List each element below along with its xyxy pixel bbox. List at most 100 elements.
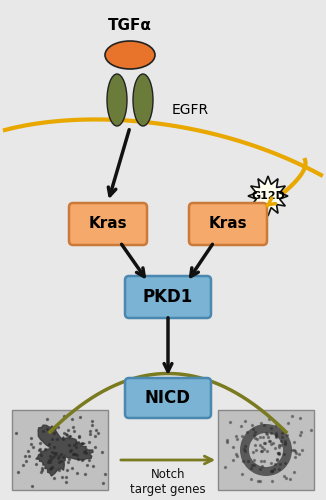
- Point: [29, 482, 35, 490]
- Point: [21, 461, 26, 469]
- FancyBboxPatch shape: [69, 203, 147, 245]
- Point: [273, 444, 278, 452]
- Point: [275, 449, 281, 457]
- Point: [282, 458, 288, 466]
- Point: [88, 427, 93, 435]
- Point: [253, 446, 258, 454]
- Point: [79, 456, 84, 464]
- Point: [37, 445, 42, 453]
- Point: [60, 473, 65, 481]
- Point: [22, 452, 27, 460]
- Point: [28, 440, 33, 448]
- Point: [291, 438, 296, 446]
- Polygon shape: [36, 425, 93, 476]
- Point: [266, 436, 272, 444]
- Point: [256, 476, 261, 484]
- Point: [288, 476, 293, 484]
- Polygon shape: [248, 176, 288, 216]
- Point: [65, 466, 70, 473]
- Point: [40, 464, 45, 471]
- Point: [31, 442, 36, 450]
- Point: [72, 450, 77, 458]
- Point: [239, 422, 244, 430]
- Point: [252, 441, 258, 449]
- Point: [56, 424, 61, 432]
- Text: PKD1: PKD1: [143, 288, 193, 306]
- Point: [267, 436, 273, 444]
- FancyBboxPatch shape: [125, 276, 211, 318]
- Point: [276, 449, 281, 457]
- Point: [71, 441, 77, 449]
- Point: [259, 458, 264, 466]
- Point: [282, 450, 287, 458]
- Point: [95, 429, 100, 437]
- Point: [297, 431, 302, 439]
- Point: [261, 421, 267, 429]
- Point: [66, 458, 71, 466]
- Point: [67, 441, 72, 449]
- Point: [70, 416, 75, 424]
- Point: [73, 438, 79, 446]
- Point: [92, 442, 97, 450]
- Point: [82, 470, 87, 478]
- Point: [52, 424, 57, 432]
- Point: [262, 440, 268, 448]
- Point: [276, 443, 281, 451]
- Point: [224, 436, 230, 444]
- Point: [297, 414, 302, 422]
- Point: [249, 420, 255, 428]
- Point: [252, 428, 258, 436]
- Point: [38, 451, 43, 459]
- Point: [268, 430, 273, 438]
- Point: [52, 474, 57, 482]
- Point: [259, 448, 264, 456]
- Point: [242, 446, 247, 454]
- FancyBboxPatch shape: [189, 203, 267, 245]
- Point: [258, 418, 263, 426]
- Point: [47, 456, 52, 464]
- Point: [234, 452, 239, 460]
- Point: [224, 438, 230, 446]
- Point: [81, 448, 86, 456]
- Point: [39, 466, 44, 474]
- Point: [39, 468, 44, 475]
- Point: [264, 447, 269, 455]
- Point: [52, 444, 57, 452]
- Point: [227, 418, 232, 426]
- Point: [268, 424, 274, 432]
- Point: [274, 431, 279, 439]
- Point: [50, 434, 55, 442]
- Point: [278, 437, 284, 445]
- Point: [259, 462, 264, 470]
- Point: [100, 480, 106, 488]
- Point: [252, 456, 257, 464]
- Point: [37, 446, 42, 454]
- Point: [270, 439, 275, 447]
- Text: G12D: G12D: [251, 191, 285, 201]
- Point: [223, 464, 228, 471]
- Point: [263, 428, 269, 436]
- Point: [60, 434, 66, 442]
- Point: [54, 449, 59, 457]
- Point: [64, 478, 69, 486]
- Point: [87, 430, 92, 438]
- Point: [242, 447, 247, 455]
- Point: [65, 426, 70, 434]
- Point: [257, 442, 262, 450]
- Point: [308, 426, 313, 434]
- Point: [64, 473, 69, 481]
- Point: [86, 438, 91, 446]
- Point: [282, 438, 288, 446]
- Point: [54, 435, 59, 443]
- Point: [250, 461, 255, 469]
- Point: [251, 425, 256, 433]
- Point: [103, 470, 108, 478]
- Point: [240, 457, 245, 465]
- Point: [252, 434, 258, 442]
- Point: [51, 453, 56, 461]
- Point: [92, 432, 97, 440]
- Point: [276, 450, 281, 458]
- Point: [282, 472, 287, 480]
- Point: [82, 448, 87, 456]
- Point: [41, 427, 46, 435]
